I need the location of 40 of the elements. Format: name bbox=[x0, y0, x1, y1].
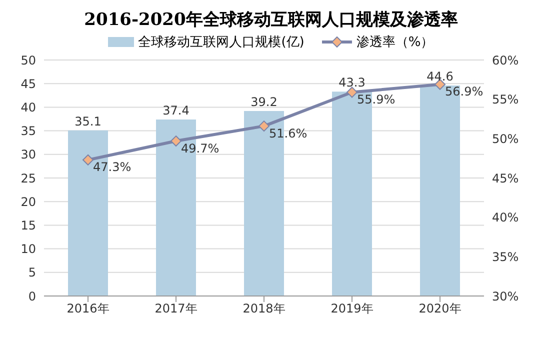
y2-tick-label: 35% bbox=[492, 250, 519, 264]
data-label: 35.1 bbox=[74, 114, 102, 128]
data-label: 39.2 bbox=[250, 94, 278, 109]
x-tick-label: 2016年 bbox=[66, 302, 110, 316]
data-label: 56.9% bbox=[445, 84, 484, 99]
x-tick-label: 2019年 bbox=[330, 302, 374, 316]
y2-tick-label: 45% bbox=[492, 171, 519, 186]
data-label: 43.3 bbox=[338, 76, 366, 90]
y2-tick-label: 55% bbox=[492, 92, 519, 107]
legend-label: 全球移动互联网人口规模(亿) bbox=[138, 34, 304, 51]
y2-tick-label: 60% bbox=[492, 53, 519, 68]
y-tick-label: 10 bbox=[20, 242, 36, 256]
y-tick-label: 20 bbox=[20, 194, 36, 209]
point bbox=[258, 120, 270, 132]
y2-tick-label: 40% bbox=[492, 210, 519, 225]
data-label: 37.4 bbox=[162, 103, 190, 118]
y-tick-label: 25 bbox=[20, 171, 36, 186]
chart-title: 2016-2020年全球移动互联网人口规模及渗透率 bbox=[83, 9, 459, 32]
y-tick-label: 35 bbox=[20, 124, 36, 138]
point bbox=[82, 154, 94, 166]
x-tick-label: 2018年 bbox=[242, 302, 286, 316]
point bbox=[346, 86, 358, 98]
y2-tick-label: 30% bbox=[492, 289, 519, 304]
point bbox=[170, 136, 182, 147]
y-tick-label: 15 bbox=[20, 218, 36, 232]
data-label: 55.9% bbox=[357, 92, 396, 107]
y-tick-label: 40 bbox=[20, 100, 36, 114]
data-label: 51.6% bbox=[269, 126, 308, 140]
y-tick-label: 5 bbox=[28, 266, 36, 280]
y-tick-label: 45 bbox=[20, 76, 36, 91]
y-tick-label: 0 bbox=[28, 289, 36, 304]
x-tick-label: 2020年 bbox=[418, 302, 462, 316]
y-tick-label: 50 bbox=[20, 53, 36, 68]
y2-tick-label: 50% bbox=[492, 132, 519, 146]
data-label: 44.6 bbox=[426, 69, 454, 84]
x-tick-label: 2017年 bbox=[154, 302, 198, 316]
legend-label: 渗透率（%） bbox=[356, 34, 434, 51]
data-label: 47.3% bbox=[93, 160, 132, 174]
data-label: 49.7% bbox=[181, 141, 220, 156]
y-tick-label: 30 bbox=[20, 148, 36, 162]
